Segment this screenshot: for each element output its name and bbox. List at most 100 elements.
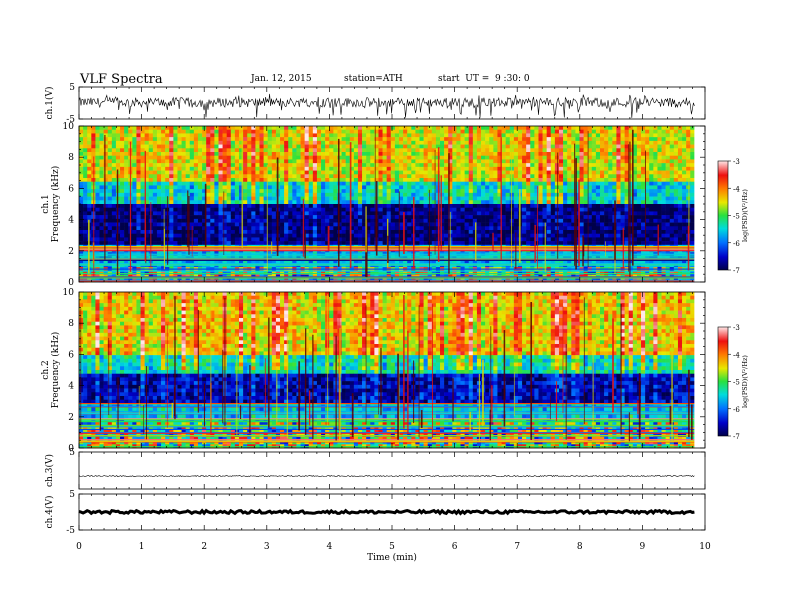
ch1-spectrogram-cell: [341, 185, 346, 190]
ch1-spectrogram-cell: [189, 181, 195, 186]
ch1-spectrogram-cell: [280, 163, 285, 168]
ch1-spectrogram-cell: [481, 230, 486, 235]
ch1-spectrogram-cell: [345, 166, 351, 171]
ch1-spectrogram-cell: [288, 226, 293, 231]
ch1-spectrogram-cell: [144, 159, 150, 164]
ch1-spectrogram-cell: [649, 189, 654, 194]
ch1-spectrogram-cell: [214, 207, 219, 212]
ch1-spectrogram-cell: [197, 126, 203, 131]
ch1-spectrogram-cell: [546, 222, 552, 227]
ch1-spectrogram-cell: [136, 226, 141, 231]
ch1-spectrogram-cell: [485, 144, 490, 149]
ch1-spectrogram-cell: [312, 148, 318, 153]
ch1-spectrogram-cell: [472, 241, 478, 246]
ch1-spectrogram-cell: [292, 129, 297, 134]
ch1-spectrogram-cell: [628, 155, 634, 160]
ch1-spectrogram-cell: [600, 207, 605, 212]
ch1-spectrogram-cell: [624, 207, 630, 212]
ch1-spectrogram-cell: [259, 178, 264, 183]
ch1-spectrogram-cell: [440, 211, 445, 216]
ch1-spectrogram-cell: [649, 178, 654, 183]
ch1-spectrogram-cell: [321, 204, 326, 209]
ch1-spectrogram-cell: [271, 148, 277, 153]
ch1-spectrogram-cell: [534, 230, 539, 235]
ch1-spectrogram-cell: [485, 185, 490, 190]
ch1-spectrogram-cell: [550, 204, 556, 209]
ch1-spectrogram-cell: [682, 181, 687, 186]
ch1-spectrogram-cell: [218, 211, 223, 216]
ch1-spectrogram-cell: [115, 133, 121, 138]
ch1-spectrogram-cell: [468, 174, 474, 179]
ch1-spectrogram-cell: [632, 129, 638, 134]
ch1-spectrogram-cell: [189, 222, 195, 227]
ch1-spectrogram-cell: [316, 170, 322, 175]
ch1-spectrogram-cell: [280, 159, 285, 164]
ch1-spectrogram-cell: [608, 148, 613, 153]
ch1-spectrogram-cell: [152, 215, 158, 220]
ch1-spectrogram-cell: [620, 129, 625, 134]
ch1-spectrogram-cell: [522, 155, 527, 160]
ch1-spectrogram-cell: [263, 166, 269, 171]
ch1-spectrogram-cell: [669, 137, 675, 142]
ch1-spectrogram-cell: [415, 163, 420, 168]
ch1-spectrogram-cell: [464, 174, 470, 179]
ch1-spectrogram-cell: [206, 222, 211, 227]
ch1-spectrogram-cell: [181, 218, 186, 223]
ch1-spectrogram-cell: [169, 204, 174, 209]
ch1-spectrogram-cell: [337, 230, 342, 235]
ch1-spectrogram-cell: [79, 189, 84, 194]
ch1-spectrogram-cell: [567, 237, 572, 242]
ch1-spectrogram-cell: [456, 185, 461, 190]
ch1-spectrogram-cell: [161, 137, 166, 142]
ch1-spectrogram-cell: [526, 185, 531, 190]
ch1-spectrogram-cell: [583, 166, 588, 171]
ch1-spectrogram-cell: [95, 174, 100, 179]
ch1-spectrogram-cell: [288, 211, 293, 216]
ch1-spectrogram-cell: [554, 207, 560, 212]
ch1-spectrogram-cell: [669, 185, 675, 190]
ch1-spectrogram-cell: [226, 215, 232, 220]
ch1-spectrogram-cell: [234, 126, 240, 131]
ch1-spectrogram-cell: [308, 159, 314, 164]
ch1-spectrogram-cell: [444, 211, 449, 216]
ch1-spectrogram-cell: [632, 211, 638, 216]
ch1-spectrogram-cell: [263, 230, 269, 235]
ch1-spectrogram-cell: [333, 226, 338, 231]
ch1-spectrogram-cell: [321, 155, 326, 160]
ch1-spectrogram-cell: [587, 226, 593, 231]
ch1-spectrogram-cell: [140, 163, 145, 168]
ch1-spectrogram-cell: [165, 144, 170, 149]
ch1-spectrogram-cell: [99, 170, 104, 175]
ch1-spectrogram-cell: [575, 207, 580, 212]
ch1-spectrogram-cell: [558, 241, 564, 246]
ch1-spectrogram-cell: [407, 163, 412, 168]
ch1-spectrogram-cell: [653, 126, 658, 131]
ch1-spectrogram-cell: [423, 140, 428, 145]
ch1-spectrogram-cell: [111, 185, 117, 190]
ch1-spectrogram-cell: [103, 192, 109, 197]
ch1-spectrogram-cell: [357, 170, 363, 175]
ch1-spectrogram-cell: [476, 196, 482, 201]
ch1-spectrogram-cell: [185, 148, 191, 153]
ch1-spectrogram-cell: [103, 237, 109, 242]
ch1-spectrogram-cell: [243, 181, 248, 186]
ch1-spectrogram-cell: [686, 166, 691, 171]
ch1-spectrogram-cell: [583, 204, 588, 209]
ch1-spectrogram-cell: [288, 129, 293, 134]
ch1-spectrogram-cell: [653, 140, 658, 145]
ch1-spectrogram-cell: [431, 222, 437, 227]
ch1-spectrogram-cell: [337, 211, 342, 216]
ch1-spectrogram-cell: [79, 204, 84, 209]
ch1-spectrogram-cell: [193, 211, 199, 216]
ch1-spectrogram-cell: [394, 170, 400, 175]
ch1-spectrogram-cell: [353, 230, 359, 235]
ch1-spectrogram-cell: [345, 152, 351, 157]
ch1-spectrogram-cell: [600, 148, 605, 153]
ch1-spectrogram-cell: [87, 207, 92, 212]
ch1-spectrogram-cell: [583, 140, 588, 145]
ch1-spectrogram-cell: [177, 230, 182, 235]
ch1-spectrogram-cell: [579, 170, 584, 175]
ch1-spectrogram-cell: [530, 148, 535, 153]
ch1-spectrogram-cell: [177, 207, 182, 212]
ch1-spectrogram-cell: [563, 174, 568, 179]
